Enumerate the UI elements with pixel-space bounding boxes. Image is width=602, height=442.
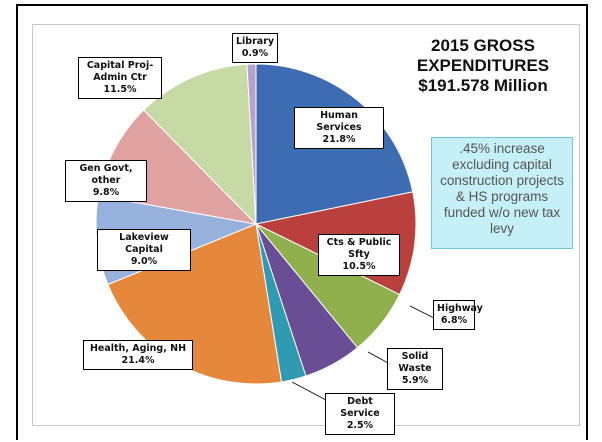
value-label: 21.8% — [322, 134, 356, 145]
category-label: Cts & Public Sfty — [326, 237, 392, 260]
pie-slice — [142, 63, 257, 226]
slice-label: Health, Aging, NH 21.4% — [83, 340, 193, 370]
leader-line — [291, 381, 327, 401]
value-label: 5.9% — [401, 375, 429, 386]
value-label: 9.0% — [130, 256, 158, 267]
value-label: 11.5% — [103, 84, 137, 95]
value-label: 21.4% — [121, 355, 155, 366]
leader-line — [367, 351, 391, 365]
pie-slice — [246, 63, 257, 225]
slice-label: Lakeview Capital 9.0% — [97, 229, 191, 271]
slice-label: Cts & Public Sfty 10.5% — [318, 234, 400, 276]
slice-label: Highway 6.8% — [433, 300, 483, 330]
value-label: 2.5% — [346, 420, 374, 431]
frame — [16, 4, 588, 440]
category-label: Solid Waste — [398, 351, 432, 374]
category-label: Gen Govt, other — [79, 163, 133, 186]
chart-title: 2015 GROSS EXPENDITURES $191.578 Million — [416, 36, 550, 95]
category-label: Lakeview Capital — [119, 232, 169, 255]
category-label: Highway — [437, 303, 483, 314]
slice-label: Gen Govt, other 9.8% — [65, 160, 147, 202]
slice-label: Capital Proj-Admin Ctr 11.5% — [78, 57, 162, 99]
value-label: 10.5% — [342, 261, 376, 272]
value-label: 0.9% — [241, 48, 269, 59]
value-label: 9.8% — [92, 187, 120, 198]
category-label: Library — [236, 36, 275, 47]
category-label: Human Services — [316, 110, 362, 133]
category-label: Capital Proj-Admin Ctr — [86, 60, 154, 83]
annotation: .45% increase excluding capital construc… — [431, 137, 573, 249]
slice-label: Library 0.9% — [232, 33, 278, 63]
leader-line — [409, 305, 435, 319]
slice-label: Solid Waste 5.9% — [387, 348, 443, 390]
category-label: Health, Aging, NH — [89, 343, 187, 354]
category-label: Debt Service — [340, 396, 380, 419]
chart-area — [32, 24, 580, 426]
slice-label: Human Services 21.8% — [294, 107, 384, 149]
value-label: 6.8% — [440, 315, 468, 326]
slice-label: Debt Service 2.5% — [325, 393, 395, 435]
